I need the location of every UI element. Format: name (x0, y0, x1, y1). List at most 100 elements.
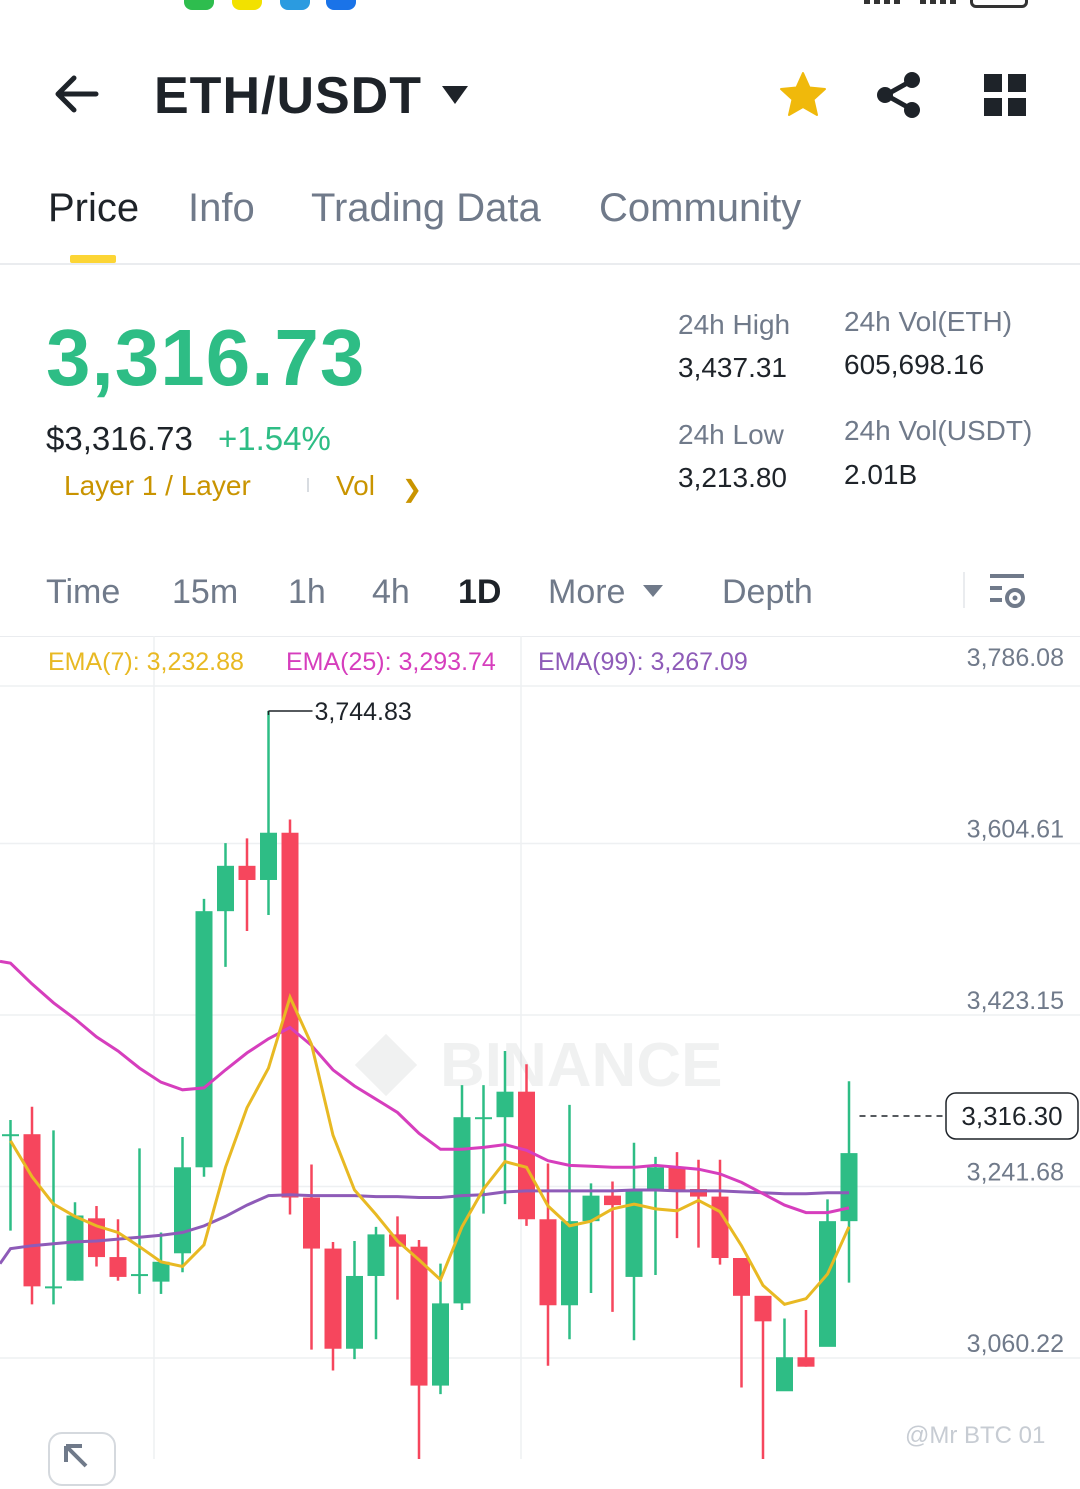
ema25-label: EMA(25): 3,293.74 (286, 648, 496, 676)
low-value: 3,213.80 (678, 462, 787, 493)
collapse-button[interactable] (48, 1432, 116, 1486)
y-tick-label: 3,060.22 (967, 1330, 1064, 1358)
interval-1d[interactable]: 1D (458, 573, 502, 611)
max-marker: 3,744.83 (267, 698, 412, 726)
vol-link[interactable]: Vol (336, 470, 375, 501)
candle-body (668, 1167, 686, 1191)
y-tick-label: 3,423.15 (967, 987, 1064, 1015)
interval-more[interactable]: More (548, 573, 626, 611)
candle-body (66, 1215, 84, 1281)
candle-body (582, 1195, 600, 1222)
star-icon[interactable] (778, 70, 828, 120)
candle-body (367, 1234, 385, 1276)
candle-body (604, 1195, 621, 1206)
divider (963, 572, 965, 608)
candle-body (432, 1303, 449, 1386)
candle-body (840, 1153, 858, 1222)
candle-body (539, 1219, 557, 1306)
status-bar (0, 0, 1080, 14)
interval-4h[interactable]: 4h (372, 573, 410, 611)
candle-body (238, 865, 256, 880)
current-price-marker: 3,316.30 (859, 1092, 1079, 1140)
candle-body (797, 1357, 815, 1367)
tab-info[interactable]: Info (188, 186, 255, 230)
tab-community[interactable]: Community (599, 186, 802, 230)
divider (0, 636, 1080, 637)
candle-body (195, 911, 213, 1168)
candle-body (45, 1286, 62, 1289)
candle-body (346, 1275, 363, 1349)
candle-body (561, 1221, 578, 1306)
candle-body (475, 1117, 492, 1120)
interval-15m[interactable]: 15m (172, 573, 239, 611)
status-app-icon (232, 0, 262, 10)
candle-body (303, 1197, 320, 1249)
y-tick-label: 3,241.68 (967, 1158, 1064, 1186)
usd-price: $3,316.73 (46, 420, 193, 457)
vol-usdt-value: 2.01B (844, 459, 918, 490)
tab-trading-data[interactable]: Trading Data (311, 186, 541, 230)
candle-body (152, 1261, 170, 1282)
candle-body (711, 1196, 729, 1259)
candlestick-chart[interactable]: BINANCE 3,786.08 3,604.61 3,423.15 3,241.68… (0, 636, 1080, 1459)
battery-icon (970, 0, 1028, 8)
share-icon[interactable] (874, 70, 924, 120)
price-change: +1.54% (218, 420, 331, 457)
y-axis: 3,786.08 3,604.61 3,423.15 3,241.68 3,060.22 (967, 644, 1064, 1358)
interval-time[interactable]: Time (46, 573, 121, 611)
chevron-right-icon[interactable]: ❯ (402, 476, 423, 503)
arrow-left-icon[interactable] (50, 68, 102, 120)
candle-body (518, 1091, 535, 1220)
grid-icon[interactable] (982, 72, 1028, 118)
tab-indicator (70, 255, 116, 263)
candle-body (625, 1189, 643, 1277)
chart-settings-icon[interactable] (986, 570, 1028, 612)
candle-body (23, 1134, 41, 1287)
current-price-label: 3,316.30 (961, 1101, 1062, 1131)
divider (0, 263, 1080, 265)
last-price: 3,316.73 (46, 313, 366, 402)
vol-usdt-label: 24h Vol(USDT) (844, 415, 1033, 446)
status-app-icon (184, 0, 214, 10)
ema7-line (9, 992, 851, 1306)
candle-body (690, 1189, 707, 1197)
y-tick-label: 3,604.61 (967, 816, 1064, 844)
caret-down-icon[interactable] (440, 84, 470, 106)
low-label: 24h Low (678, 419, 784, 450)
candle-body (131, 1274, 148, 1277)
ema7-label: EMA(7): 3,232.88 (48, 648, 244, 676)
candle-body (410, 1246, 428, 1386)
chart-grid (0, 636, 1080, 1459)
candle-body (260, 832, 277, 880)
candle-body (281, 832, 299, 1198)
caret-down-icon[interactable] (642, 584, 664, 598)
candle-body (776, 1357, 793, 1392)
candle-body (109, 1257, 127, 1277)
svg-text:BINANCE: BINANCE (440, 1031, 722, 1100)
tab-price[interactable]: Price (48, 186, 140, 230)
candle-body (324, 1248, 342, 1349)
candle-body (453, 1117, 471, 1304)
ema25-line (0, 959, 850, 1215)
interval-depth[interactable]: Depth (722, 573, 813, 611)
current-price-box (945, 1092, 1079, 1140)
candle-body (217, 865, 234, 912)
interval-1h[interactable]: 1h (288, 573, 326, 611)
vol-eth-value: 605,698.16 (844, 349, 985, 380)
candle-body (2, 1134, 19, 1137)
binance-watermark: BINANCE (354, 1031, 722, 1100)
high-label: 24h High (678, 309, 791, 340)
candle-body (496, 1091, 514, 1118)
pair-title[interactable]: ETH/USDT (154, 67, 422, 125)
category-link[interactable]: Layer 1 / Layer (64, 470, 251, 501)
vol-eth-label: 24h Vol(ETH) (844, 306, 1013, 337)
signal-icon (920, 0, 960, 4)
candle-body (819, 1221, 836, 1347)
candle-body (733, 1258, 750, 1296)
high-value: 3,437.31 (678, 352, 787, 383)
ema99-label: EMA(99): 3,267.09 (538, 648, 748, 676)
ema99-line (0, 1188, 849, 1265)
watermark: @Mr BTC 01 (905, 1422, 1046, 1449)
divider (307, 478, 309, 492)
candle-body (647, 1167, 664, 1190)
